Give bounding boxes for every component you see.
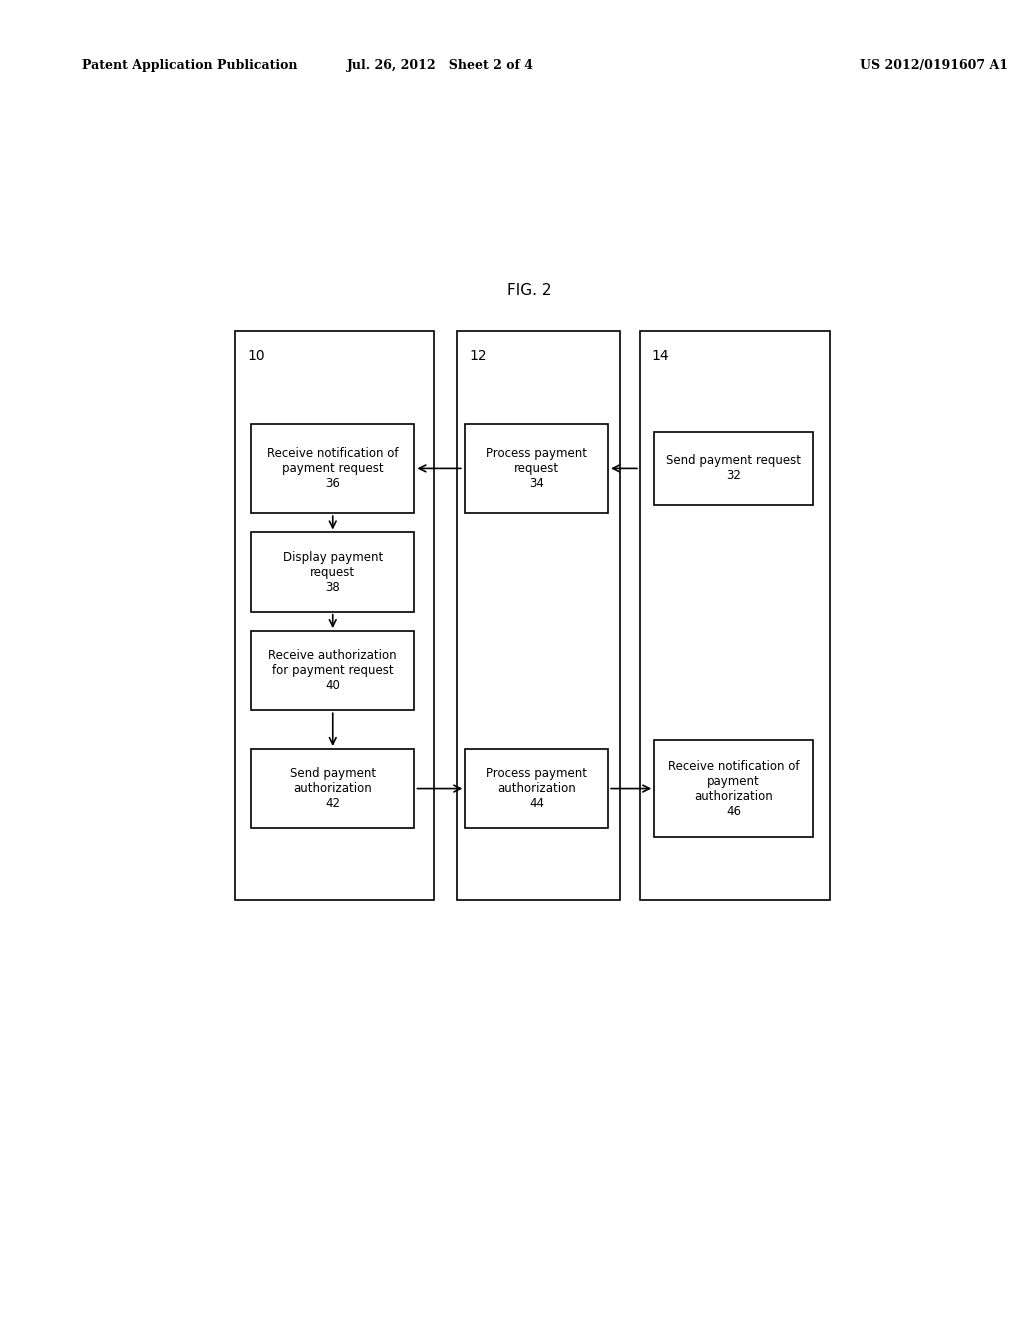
Bar	[252, 424, 414, 513]
Bar	[640, 331, 830, 900]
Text: Receive notification of
payment
authorization
46: Receive notification of payment authoriz…	[668, 759, 800, 817]
Text: US 2012/0191607 A1: US 2012/0191607 A1	[860, 59, 1009, 73]
Bar	[458, 331, 621, 900]
Bar	[252, 532, 414, 611]
Bar	[465, 424, 608, 513]
Text: Jul. 26, 2012   Sheet 2 of 4: Jul. 26, 2012 Sheet 2 of 4	[347, 59, 534, 73]
Text: Process payment
authorization
44: Process payment authorization 44	[486, 767, 587, 810]
Text: 14: 14	[652, 350, 670, 363]
Bar	[252, 631, 414, 710]
Text: Receive authorization
for payment request
40: Receive authorization for payment reques…	[268, 649, 397, 692]
Bar	[654, 741, 813, 837]
Bar	[465, 748, 608, 828]
Bar	[252, 748, 414, 828]
Text: Send payment request
32: Send payment request 32	[666, 454, 801, 482]
Text: 10: 10	[247, 350, 264, 363]
Text: Display payment
request
38: Display payment request 38	[283, 550, 383, 594]
Text: Process payment
request
34: Process payment request 34	[486, 447, 587, 490]
Text: Send payment
authorization
42: Send payment authorization 42	[290, 767, 376, 810]
Text: 12: 12	[469, 350, 486, 363]
Text: Receive notification of
payment request
36: Receive notification of payment request …	[267, 447, 398, 490]
Bar	[236, 331, 433, 900]
Text: Patent Application Publication: Patent Application Publication	[82, 59, 297, 73]
Text: FIG. 2: FIG. 2	[507, 282, 551, 298]
Bar	[654, 432, 813, 506]
